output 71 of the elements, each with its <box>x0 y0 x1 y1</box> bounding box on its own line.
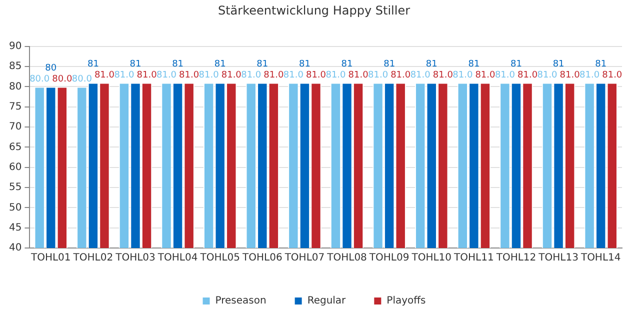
data-label: 81.0 <box>580 70 600 81</box>
y-tick-label: 50 <box>8 202 22 214</box>
y-tick-label: 40 <box>8 242 22 254</box>
x-tick-label: TOHL13 <box>538 252 578 264</box>
data-label: 80.0 <box>30 74 50 85</box>
data-label: 81 <box>510 60 522 70</box>
data-label: 81.0 <box>390 70 411 81</box>
data-label: 80.0 <box>52 74 72 85</box>
data-label: 81.0 <box>94 70 115 81</box>
data-label: 81.0 <box>348 70 369 81</box>
data-label: 81.0 <box>560 70 580 81</box>
x-tick-label: TOHL02 <box>72 252 114 264</box>
y-tick-label: 45 <box>8 222 22 234</box>
x-tick-label: TOHL04 <box>156 252 198 264</box>
data-label: 81 <box>341 60 353 70</box>
x-tick-label: TOHL09 <box>368 252 410 264</box>
data-label: 81 <box>130 60 142 70</box>
data-label: 81.0 <box>537 70 558 81</box>
x-tick-label: TOHL12 <box>495 252 536 264</box>
y-tick-label: 90 <box>8 40 22 52</box>
data-label: 81.0 <box>517 70 538 81</box>
y-tick-label: 75 <box>8 101 22 112</box>
data-label: 81 <box>426 60 438 70</box>
data-label: 81.0 <box>306 70 326 81</box>
data-label: 81.0 <box>198 70 220 81</box>
data-label: 81.0 <box>368 70 388 81</box>
data-label: 81 <box>256 60 268 70</box>
x-tick-label: TOHL08 <box>326 252 367 264</box>
data-label: 81 <box>172 60 184 70</box>
data-label: 81.0 <box>221 70 242 81</box>
data-label: 81.0 <box>136 70 158 81</box>
data-label: 81 <box>87 60 99 70</box>
x-tick-label: TOHL10 <box>410 252 452 264</box>
y-tick-label: 60 <box>8 162 22 173</box>
data-label: 81.0 <box>432 70 454 81</box>
x-tick-label: TOHL07 <box>284 252 325 264</box>
y-tick-label: 55 <box>8 182 22 194</box>
data-label: 81.0 <box>494 70 516 81</box>
legend-label: Preseason <box>215 296 266 307</box>
y-tick-label: 85 <box>8 61 22 72</box>
y-tick-label: 80 <box>8 81 22 92</box>
data-label: 81 <box>552 60 564 70</box>
x-tick-label: TOHL14 <box>580 252 621 264</box>
x-tick-label: TOHL06 <box>242 252 282 264</box>
data-label: 81 <box>468 60 480 70</box>
data-label: 80.0 <box>72 74 92 85</box>
x-tick-label: TOHL01 <box>30 252 71 264</box>
data-label: 81.0 <box>114 70 134 81</box>
data-label: 81.0 <box>602 70 622 81</box>
x-tick-label: TOHL11 <box>453 252 494 264</box>
data-label: 81 <box>298 60 310 70</box>
data-label: 81.0 <box>283 70 304 81</box>
x-tick-label: TOHL03 <box>114 252 156 264</box>
data-label: 81 <box>214 60 226 70</box>
data-label: 81.0 <box>452 70 473 81</box>
x-tick-label: TOHL05 <box>199 252 240 264</box>
data-label: 80 <box>45 64 57 74</box>
legend-label: Playoffs <box>386 296 426 307</box>
y-tick-label: 70 <box>8 122 22 133</box>
data-label: 81.0 <box>264 70 284 81</box>
y-tick-label: 65 <box>8 142 22 153</box>
data-label: 81.0 <box>179 70 200 81</box>
data-label: 81.0 <box>241 70 262 81</box>
data-label: 81.0 <box>326 70 346 81</box>
data-label: 81.0 <box>475 70 496 81</box>
legend-label: Regular <box>307 296 347 307</box>
chart-title: Stärkeentwicklung Happy Stiller <box>218 3 410 18</box>
data-label: 81.0 <box>156 70 177 81</box>
data-label: 81.0 <box>410 70 431 81</box>
data-label: 81 <box>595 60 607 70</box>
data-label: 81 <box>384 60 396 70</box>
